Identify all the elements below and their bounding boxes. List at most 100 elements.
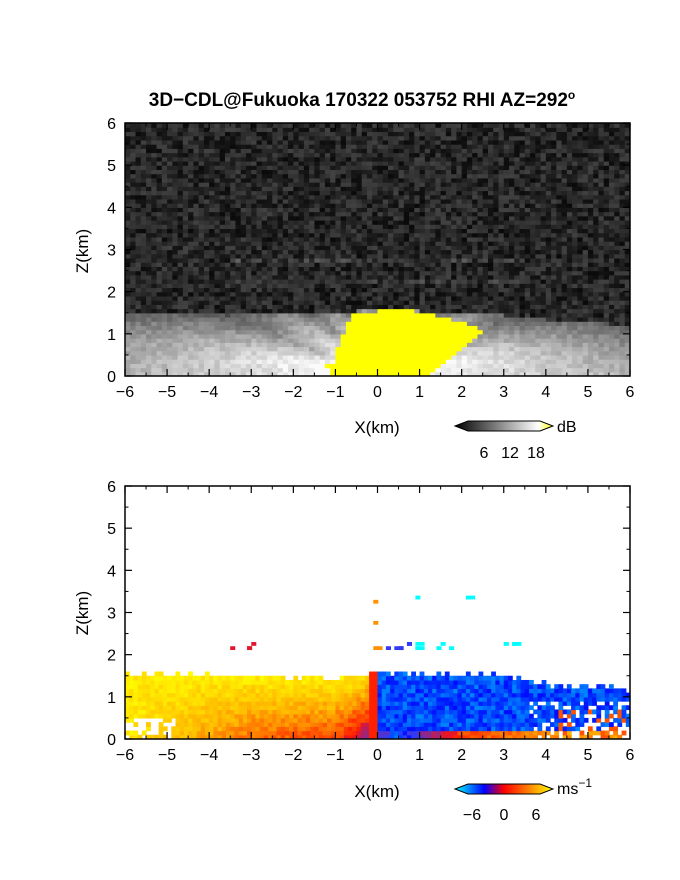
snr-cell — [477, 211, 484, 217]
snr-cell — [261, 156, 268, 162]
snr-cell — [514, 359, 521, 364]
snr-cell — [288, 363, 294, 369]
snr-cell — [424, 198, 431, 204]
snr-cell — [209, 224, 216, 230]
snr-cell — [572, 304, 578, 310]
snr-cell — [414, 228, 421, 234]
snr-cell — [224, 333, 231, 339]
snr-cell — [519, 291, 526, 297]
snr-cell — [398, 270, 405, 276]
snr-cell — [556, 342, 563, 348]
snr-cell — [167, 279, 173, 284]
snr-cell — [608, 173, 615, 179]
snr-cell — [224, 279, 231, 284]
snr-cell — [461, 338, 468, 343]
snr-cell — [572, 165, 578, 170]
snr-cell — [487, 190, 494, 196]
snr-cell — [608, 198, 615, 204]
snr-cell — [193, 300, 200, 305]
snr-cell — [198, 241, 205, 246]
snr-cell — [445, 333, 452, 339]
snr-cell — [614, 295, 621, 301]
snr-cell — [282, 367, 289, 373]
snr-cell — [177, 203, 184, 208]
snr-cell — [345, 354, 352, 360]
snr-cell — [482, 182, 489, 187]
snr-cell — [345, 253, 352, 259]
snr-cell — [587, 291, 594, 297]
snr-cell — [256, 312, 263, 318]
snr-cell — [614, 228, 621, 234]
snr-cell — [345, 224, 352, 230]
snr-cell — [130, 266, 137, 272]
snr-cell — [403, 359, 410, 364]
snr-cell — [151, 186, 158, 192]
snr-cell — [198, 156, 205, 162]
snr-cell — [251, 316, 258, 322]
snr-cell — [487, 346, 494, 352]
snr-cell — [619, 304, 626, 310]
snr-cell — [440, 211, 447, 217]
snr-cell — [298, 241, 305, 246]
snr-cell — [493, 190, 500, 196]
snr-cell — [203, 232, 210, 238]
snr-cell — [403, 156, 410, 162]
snr-cell — [177, 177, 184, 183]
snr-cell — [388, 338, 394, 343]
snr-cell — [566, 329, 573, 335]
snr-cell — [319, 173, 326, 179]
snr-cell — [282, 190, 289, 196]
snr-cell — [514, 207, 521, 213]
snr-cell — [314, 232, 321, 238]
snr-cell — [466, 224, 473, 230]
snr-cell — [256, 198, 263, 204]
snr-cell — [498, 342, 505, 348]
snr-cell — [172, 198, 179, 204]
snr-cell — [524, 350, 531, 356]
snr-cell — [430, 266, 436, 272]
snr-cell — [251, 241, 258, 246]
snr-cell — [409, 156, 415, 162]
snr-cell — [351, 198, 358, 204]
snr-cell — [509, 266, 515, 272]
snr-cell — [451, 304, 458, 310]
snr-cell — [345, 266, 352, 272]
snr-cell — [598, 245, 605, 251]
snr-cell — [430, 291, 436, 297]
snr-cell — [167, 316, 173, 322]
snr-cell — [298, 363, 305, 369]
snr-cell — [482, 262, 489, 267]
snr-cell — [298, 207, 305, 213]
snr-cell — [251, 169, 258, 175]
snr-cell — [593, 262, 600, 267]
snr-cell — [603, 160, 610, 166]
snr-cell — [219, 346, 226, 352]
snr-cell — [135, 300, 142, 305]
snr-cell — [598, 203, 605, 208]
snr-cell — [256, 371, 263, 376]
snr-cell — [435, 367, 442, 373]
snr-cell — [330, 236, 337, 242]
snr-heatmap — [125, 123, 630, 376]
snr-cell — [188, 287, 194, 293]
snr-cell — [451, 211, 458, 217]
snr-cell — [424, 359, 431, 364]
snr-cell — [288, 203, 294, 208]
snr-cell — [309, 262, 315, 267]
snr-cell — [608, 291, 615, 297]
snr-cell — [377, 308, 384, 314]
snr-cell — [151, 156, 158, 162]
snr-cell — [224, 173, 231, 179]
snr-cell — [309, 300, 315, 305]
snr-cell — [182, 249, 189, 255]
snr-cell — [172, 224, 179, 230]
snr-cell — [608, 228, 615, 234]
snr-cell — [298, 203, 305, 208]
snr-cell — [309, 241, 315, 246]
snr-cell — [509, 346, 515, 352]
snr-cell — [340, 160, 347, 166]
snr-cell — [125, 211, 131, 217]
snr-cell — [288, 321, 294, 326]
snr-cell — [403, 241, 410, 246]
